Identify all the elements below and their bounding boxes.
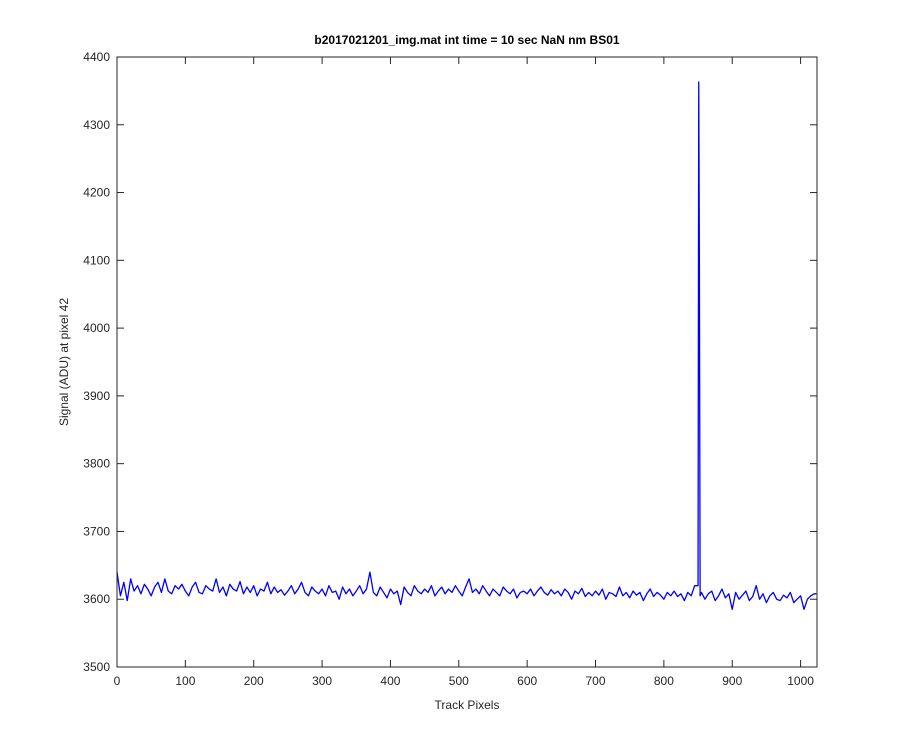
x-tick-label: 900 [722,674,742,688]
y-tick-label: 3800 [83,457,110,471]
x-tick-label: 700 [586,674,606,688]
y-tick-label: 4300 [83,118,110,132]
x-tick-label: 100 [175,674,195,688]
y-tick-label: 4200 [83,186,110,200]
y-axis-label: Signal (ADU) at pixel 42 [57,298,71,426]
x-tick-label: 1000 [787,674,814,688]
x-tick-label: 300 [312,674,332,688]
chart-title: b2017021201_img.mat int time = 10 sec Na… [314,33,619,47]
x-tick-label: 200 [244,674,264,688]
x-tick-label: 500 [449,674,469,688]
y-tick-label: 4000 [83,321,110,335]
x-tick-label: 0 [114,674,121,688]
y-tick-label: 3600 [83,592,110,606]
x-tick-label: 400 [380,674,400,688]
x-tick-label: 600 [517,674,537,688]
y-tick-label: 4100 [83,253,110,267]
y-tick-label: 4400 [83,50,110,64]
data-line [116,81,817,611]
axes-box [116,56,818,668]
y-tick-label: 3700 [83,524,110,538]
x-tick-label: 800 [654,674,674,688]
y-tick-label: 3500 [83,660,110,674]
y-tick-label: 3900 [83,389,110,403]
x-axis-label: Track Pixels [435,698,500,712]
